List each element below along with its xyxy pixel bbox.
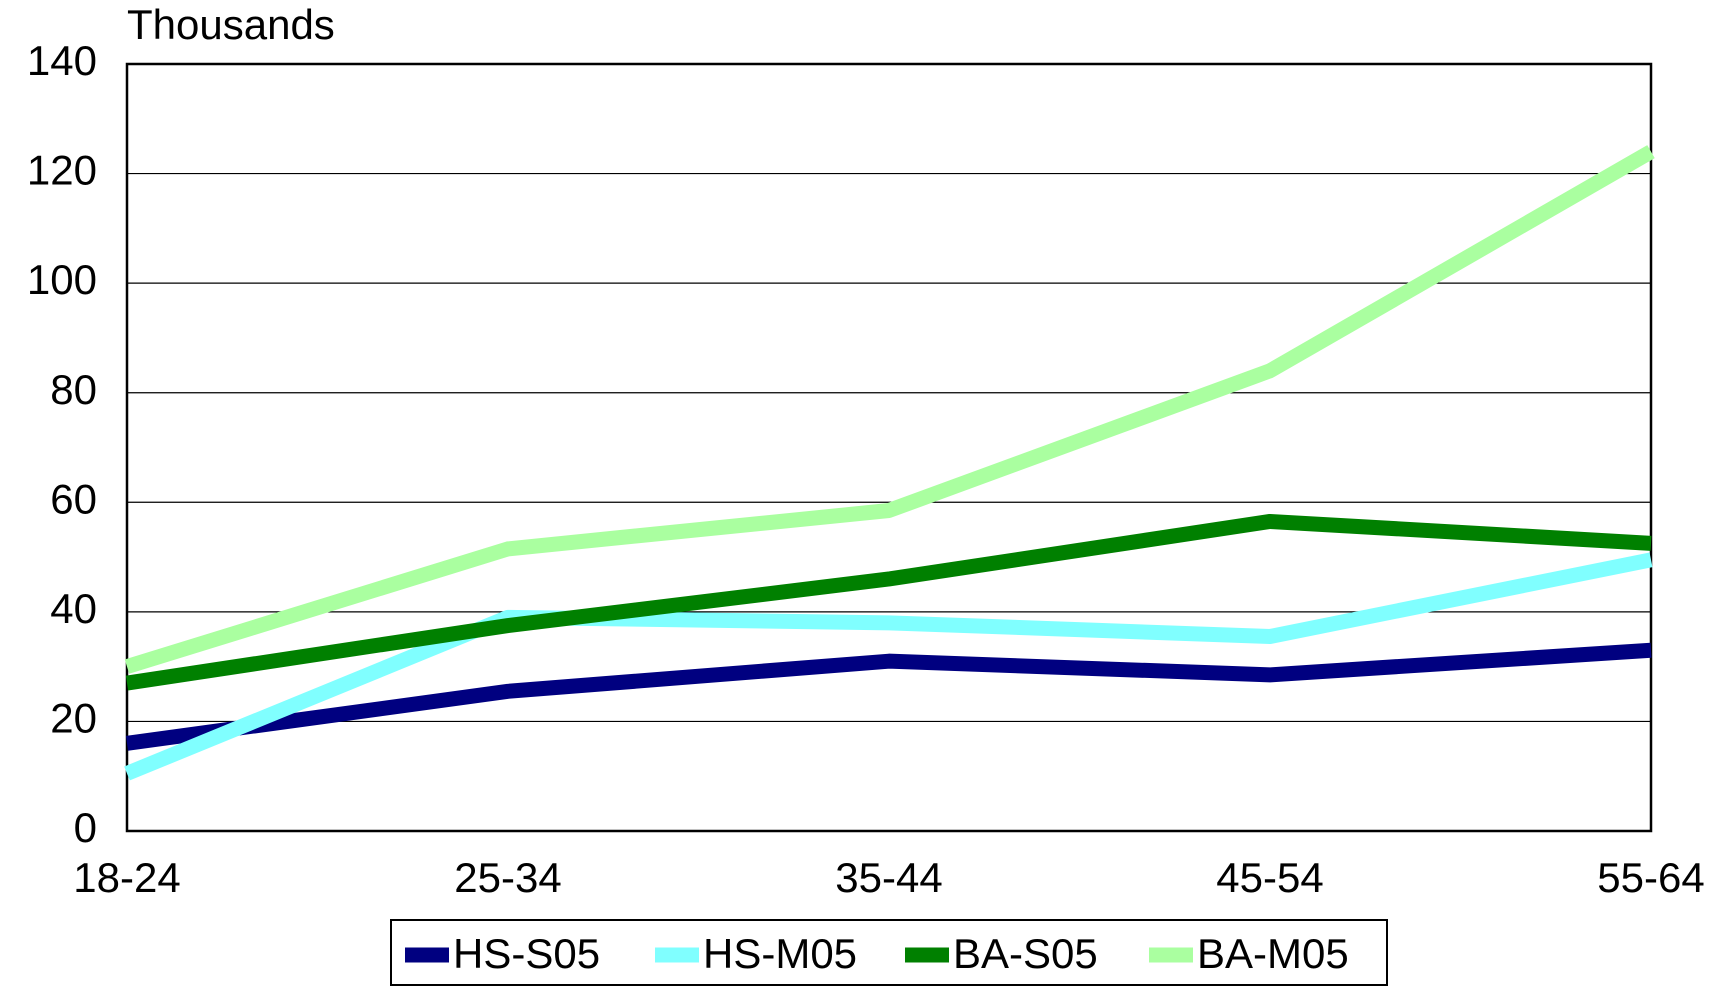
- series-line: [124, 145, 1655, 674]
- y-axis-label: Thousands: [127, 1, 335, 48]
- x-tick-label: 55-64: [1597, 854, 1704, 901]
- legend-label: HS-S05: [453, 930, 600, 977]
- series-line: [125, 513, 1652, 691]
- series-line: [124, 552, 1653, 781]
- x-tick-label: 45-54: [1216, 854, 1323, 901]
- y-tick-label: 60: [50, 475, 97, 522]
- y-tick-label: 0: [74, 804, 97, 851]
- y-tick-label: 120: [27, 147, 97, 194]
- legend-label: BA-S05: [953, 930, 1098, 977]
- y-tick-label: 40: [50, 585, 97, 632]
- plot-frame: [125, 62, 1653, 833]
- x-tick-label: 18-24: [73, 854, 180, 901]
- x-tick-label: 35-44: [835, 854, 942, 901]
- x-tick-label: 25-34: [454, 854, 561, 901]
- y-tick-label: 140: [27, 37, 97, 84]
- legend-label: BA-M05: [1197, 930, 1349, 977]
- y-tick-label: 20: [50, 695, 97, 742]
- y-tick-label: 80: [50, 366, 97, 413]
- legend-box: [390, 919, 1388, 986]
- legend-label: HS-M05: [703, 930, 857, 977]
- y-tick-label: 100: [27, 256, 97, 303]
- series-line: [125, 642, 1652, 751]
